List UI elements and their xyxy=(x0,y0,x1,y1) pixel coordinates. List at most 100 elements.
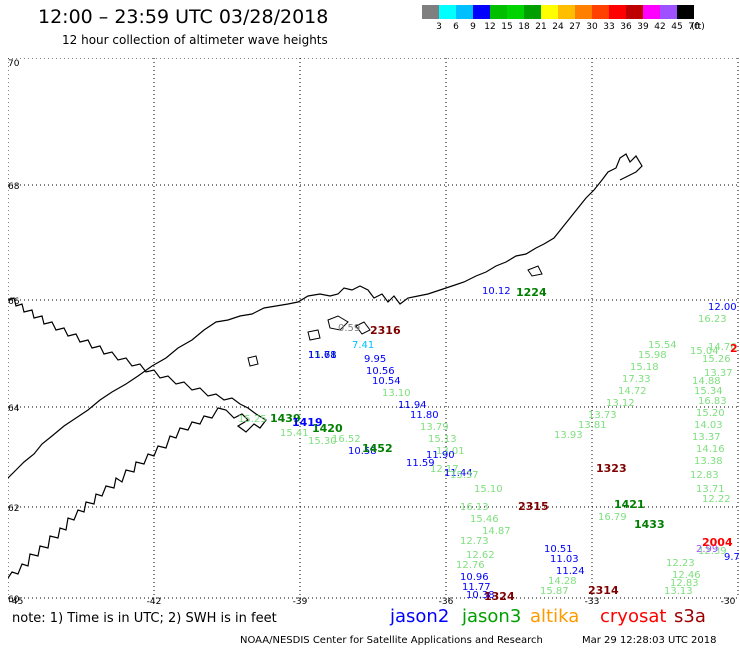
satellite-s3a-label: s3a xyxy=(674,606,706,627)
latitude-label: 68 xyxy=(8,182,20,192)
legend-swatch xyxy=(592,5,609,19)
altimeter-map: 0.597.419.9510.5610.5413.1011.9411.8013.… xyxy=(8,58,740,606)
wave-height-value: 2.99 xyxy=(696,544,718,555)
axis-tick-labels: -45 -42 -39 -36 -33 -30 70 68 66 64 62 60 xyxy=(8,59,736,606)
wave-height-value: 15.13 xyxy=(428,434,457,445)
wave-height-value: 10.96 xyxy=(460,572,489,583)
wave-height-value: 15.20 xyxy=(696,408,725,419)
wave-height-value: 12.46 xyxy=(672,570,701,581)
wave-height-value: 16.52 xyxy=(332,434,361,445)
legend-swatch xyxy=(609,5,626,19)
legend-label: 39 xyxy=(637,22,649,32)
wave-height-value: 10.12 xyxy=(482,286,511,297)
wave-height-value: 13.81 xyxy=(578,420,607,431)
legend-swatch xyxy=(473,5,490,19)
wave-height-value: 14.03 xyxy=(694,420,723,431)
wave-height-value: 12.39 xyxy=(698,546,727,557)
wave-height-value: 15.41 xyxy=(280,428,309,439)
wave-height-value: 13.73 xyxy=(588,410,617,421)
latitude-label: 62 xyxy=(8,504,19,514)
wave-height-value: 11.94 xyxy=(398,400,427,411)
wave-height-value: 13.71 xyxy=(696,484,725,495)
greenland-coastline-east xyxy=(8,153,643,479)
wave-height-value: 13.37 xyxy=(704,368,733,379)
wave-height-value: 14.16 xyxy=(696,444,725,455)
wave-height-value: 12.83 xyxy=(690,470,719,481)
wave-height-value: 10.54 xyxy=(372,376,401,387)
wave-height-value: 11.80 xyxy=(410,410,439,421)
wave-height-value: 15.54 xyxy=(648,340,677,351)
wave-height-value: 15.04 xyxy=(690,346,719,357)
wave-height-value: 16.23 xyxy=(698,314,727,325)
wave-height-value: 12.76 xyxy=(456,560,485,571)
wave-height-value: 15.37 xyxy=(450,470,479,481)
latitude-label: 64 xyxy=(8,404,20,414)
legend-label: (ft) xyxy=(691,22,705,32)
wave-height-value: 14.87 xyxy=(482,526,511,537)
wave-height-value: 14.72 xyxy=(618,386,647,397)
pass-time-label: 2316 xyxy=(370,324,401,337)
legend-swatch xyxy=(558,5,575,19)
legend-swatch xyxy=(626,5,643,19)
wave-height-value: 16.13 xyxy=(460,502,489,513)
map-subtitle: 12 hour collection of altimeter wave hei… xyxy=(62,33,328,47)
altimeter-tracks: 0.597.419.9510.5610.5413.1011.9411.8013.… xyxy=(238,286,740,603)
wave-height-value: 9.95 xyxy=(364,354,386,365)
wave-height-value: 15.04 xyxy=(308,350,337,361)
legend-label: 12 xyxy=(484,22,496,32)
legend-swatch xyxy=(575,5,592,19)
legend-label: 3 xyxy=(436,22,442,32)
legend-swatch xyxy=(490,5,507,19)
wave-height-value: 11.03 xyxy=(550,554,579,565)
legend-swatch xyxy=(541,5,558,19)
longitude-label: -33 xyxy=(585,597,600,606)
pass-time-label: 1419 xyxy=(292,416,323,429)
legend-swatch xyxy=(677,5,694,19)
wave-height-value: 11.77 xyxy=(462,582,491,593)
legend-label: 42 xyxy=(654,22,666,32)
legend-label: 30 xyxy=(586,22,598,32)
pass-time-label: 1324 xyxy=(484,590,515,603)
wave-height-value: 13.12 xyxy=(606,398,635,409)
wave-height-value: 7.41 xyxy=(352,340,374,351)
wave-height-value: 12.23 xyxy=(666,558,695,569)
wave-height-value: 15.25 xyxy=(238,414,267,425)
wave-height-value: 11.78 xyxy=(308,350,337,361)
legend-label: 15 xyxy=(501,22,513,32)
wave-height-value: 15.18 xyxy=(630,362,659,373)
longitude-label: -42 xyxy=(147,597,162,606)
wave-height-value: 13.13 xyxy=(664,586,693,597)
wave-height-value: 9.70 xyxy=(724,552,740,563)
wave-height-legend: 3 6 9 12 15 18 21 24 27 30 33 36 39 42 45 70 (ft) xyxy=(422,5,728,33)
wave-height-value: 13.38 xyxy=(694,456,723,467)
footer-credit: NOAA/NESDIS Center for Satellite Applica… xyxy=(240,635,543,646)
wave-height-value: 15.34 xyxy=(694,386,723,397)
legend-label: 24 xyxy=(552,22,564,32)
wave-height-value: 13.10 xyxy=(382,388,411,399)
legend-label: 6 xyxy=(453,22,459,32)
wave-height-value: 12.17 xyxy=(430,464,459,475)
wave-height-value: 12.73 xyxy=(460,536,489,547)
wave-height-value: 13.79 xyxy=(420,422,449,433)
legend-swatch xyxy=(422,5,439,19)
coastal-islands xyxy=(247,265,543,367)
map-title: 12:00 – 23:59 UTC 03/28/2018 xyxy=(38,6,329,28)
pass-time-label: 1421 xyxy=(614,498,645,511)
legend-swatch xyxy=(456,5,473,19)
pass-time-label: 2315 xyxy=(518,500,549,513)
legend-label: 18 xyxy=(518,22,530,32)
wave-height-value: 15.87 xyxy=(540,586,569,597)
legend-swatch xyxy=(643,5,660,19)
wave-height-value: 16.83 xyxy=(698,396,727,407)
map-background xyxy=(8,58,740,606)
longitude-label: -36 xyxy=(439,597,454,606)
wave-height-value: 0.59 xyxy=(338,323,360,334)
legend-label: 27 xyxy=(569,22,581,32)
longitude-label: -39 xyxy=(293,597,308,606)
wave-height-value: 10.51 xyxy=(544,544,573,555)
wave-height-value: 11.61 xyxy=(308,350,337,361)
pass-time-label: 1433 xyxy=(634,518,665,531)
legend-label: 70 xyxy=(688,22,700,32)
pass-time-label: 1439 xyxy=(270,412,301,425)
pass-time-label: 2 xyxy=(730,342,738,355)
